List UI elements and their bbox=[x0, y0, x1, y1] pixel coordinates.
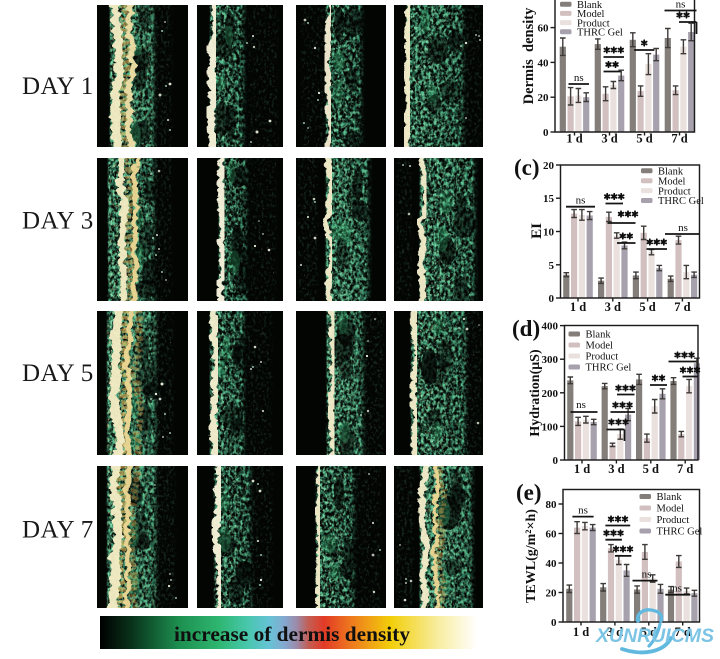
svg-text:Product: Product bbox=[586, 352, 619, 363]
svg-text:DAY 3: DAY 3 bbox=[22, 208, 94, 235]
svg-text:7 d: 7 d bbox=[671, 132, 687, 146]
svg-text:DAY 5: DAY 5 bbox=[22, 360, 94, 387]
svg-text:7 d: 7 d bbox=[675, 625, 691, 639]
svg-text:1 d: 1 d bbox=[570, 300, 586, 314]
svg-text:increase of dermis density: increase of dermis density bbox=[174, 622, 410, 646]
svg-text:TEWL(g/m²×h): TEWL(g/m²×h) bbox=[524, 509, 539, 603]
svg-text:Blank: Blank bbox=[586, 330, 612, 341]
svg-text:Product: Product bbox=[657, 515, 690, 526]
svg-text:Hydration(μS): Hydration(μS) bbox=[528, 349, 543, 437]
svg-text:0: 0 bbox=[553, 455, 559, 467]
svg-text:ns: ns bbox=[676, 0, 686, 11]
svg-text:THRC Gel: THRC Gel bbox=[658, 196, 704, 207]
svg-text:(c): (c) bbox=[514, 155, 540, 180]
svg-text:40: 40 bbox=[538, 57, 550, 69]
svg-text:THRC Gel: THRC Gel bbox=[577, 28, 623, 39]
svg-text:ns: ns bbox=[672, 583, 682, 595]
svg-text:200: 200 bbox=[542, 388, 559, 400]
svg-text:20: 20 bbox=[538, 92, 550, 104]
svg-text:5 d: 5 d bbox=[641, 625, 657, 639]
svg-text:7 d: 7 d bbox=[674, 300, 690, 314]
svg-text:(e): (e) bbox=[516, 480, 542, 505]
svg-text:1 d: 1 d bbox=[566, 132, 582, 146]
svg-text:Blank: Blank bbox=[577, 0, 603, 11]
svg-text:60: 60 bbox=[546, 529, 558, 541]
svg-text:ns: ns bbox=[642, 569, 652, 581]
svg-text:60: 60 bbox=[538, 23, 550, 35]
svg-text:Model: Model bbox=[658, 176, 685, 187]
svg-text:1 d: 1 d bbox=[574, 462, 590, 476]
svg-text:80: 80 bbox=[546, 499, 558, 511]
svg-text:5 d: 5 d bbox=[639, 300, 655, 314]
svg-text:300: 300 bbox=[542, 354, 559, 366]
svg-text:ns: ns bbox=[578, 505, 588, 517]
svg-text:1 d: 1 d bbox=[573, 625, 589, 639]
svg-text:5: 5 bbox=[549, 260, 555, 272]
svg-text:THRC Gel: THRC Gel bbox=[657, 527, 703, 538]
svg-text:ns: ns bbox=[576, 195, 586, 207]
svg-text:DAY 7: DAY 7 bbox=[22, 517, 94, 544]
svg-text:EI: EI bbox=[529, 223, 545, 239]
svg-text:40: 40 bbox=[546, 558, 558, 570]
svg-text:Product: Product bbox=[577, 18, 610, 29]
svg-text:0: 0 bbox=[551, 617, 557, 629]
svg-text:20: 20 bbox=[546, 588, 558, 600]
svg-text:DAY 1: DAY 1 bbox=[22, 73, 94, 100]
svg-text:15: 15 bbox=[543, 193, 555, 205]
svg-text:Model: Model bbox=[577, 9, 604, 20]
svg-text:Blank: Blank bbox=[658, 167, 684, 178]
svg-text:ns: ns bbox=[574, 72, 584, 84]
svg-text:5 d: 5 d bbox=[643, 462, 659, 476]
svg-text:20: 20 bbox=[543, 160, 555, 172]
svg-text:3 d: 3 d bbox=[607, 625, 623, 639]
svg-text:400: 400 bbox=[542, 321, 559, 333]
svg-text:3 d: 3 d bbox=[605, 300, 621, 314]
svg-text:100: 100 bbox=[542, 421, 559, 433]
svg-text:Blank: Blank bbox=[657, 492, 683, 503]
svg-text:Product: Product bbox=[658, 186, 691, 197]
svg-text:5 d: 5 d bbox=[636, 132, 652, 146]
svg-text:0: 0 bbox=[549, 293, 555, 305]
svg-text:Model: Model bbox=[586, 341, 613, 352]
svg-text:Dermis density: Dermis density bbox=[521, 7, 537, 104]
svg-text:THRC Gel: THRC Gel bbox=[586, 363, 632, 374]
svg-text:0: 0 bbox=[543, 127, 549, 139]
svg-text:10: 10 bbox=[543, 227, 555, 239]
svg-text:XUNRUICMS: XUNRUICMS bbox=[595, 626, 714, 647]
svg-text:ns: ns bbox=[576, 399, 586, 411]
svg-text:7 d: 7 d bbox=[677, 462, 693, 476]
svg-text:3 d: 3 d bbox=[601, 132, 617, 146]
svg-text:(d): (d) bbox=[512, 316, 540, 341]
svg-text:3 d: 3 d bbox=[608, 462, 624, 476]
svg-text:Model: Model bbox=[657, 504, 684, 515]
svg-text:ns: ns bbox=[678, 222, 688, 234]
